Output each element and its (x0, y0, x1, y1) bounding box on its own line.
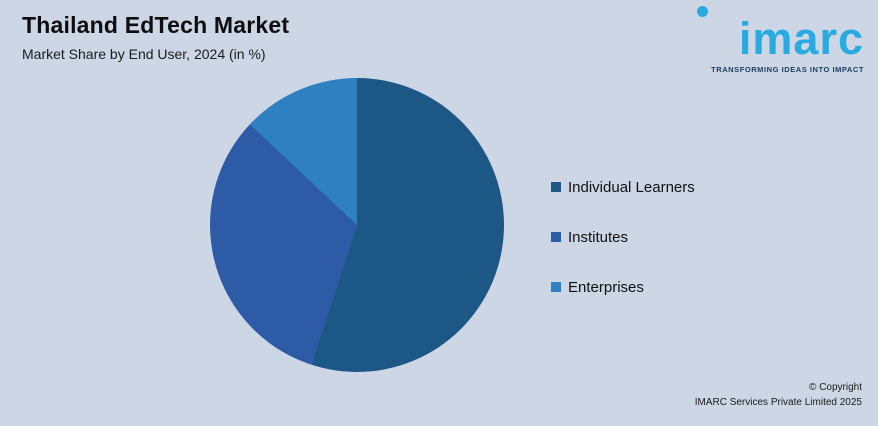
header: Thailand EdTech Market Market Share by E… (22, 12, 289, 62)
copyright-line1: © Copyright (809, 382, 862, 393)
legend: Individual Learners Institutes Enterpris… (551, 178, 695, 328)
page-title: Thailand EdTech Market (22, 12, 290, 38)
legend-item-individual-learners: Individual Learners (551, 178, 695, 196)
legend-label: Individual Learners (568, 178, 695, 196)
legend-item-enterprises: Enterprises (551, 278, 695, 296)
imarc-logo: imarc TRANSFORMING IDEAS INTO IMPACT (689, 6, 864, 74)
logo-brand-text: imarc (738, 13, 864, 64)
chart-subtitle: Market Share by End User, 2024 (in %) (22, 46, 266, 62)
logo-tagline: TRANSFORMING IDEAS INTO IMPACT (711, 64, 864, 74)
legend-label: Enterprises (568, 278, 644, 296)
pie-chart (210, 78, 504, 372)
legend-item-institutes: Institutes (551, 228, 695, 246)
copyright-line2: IMARC Services Private Limited 2025 (694, 396, 862, 408)
legend-label: Institutes (568, 228, 629, 246)
legend-marker-icon (551, 182, 561, 192)
legend-marker-icon (551, 232, 561, 242)
copyright: © Copyright IMARC Services Private Limit… (695, 381, 862, 410)
logo-dot-icon (697, 6, 708, 17)
legend-marker-icon (551, 282, 561, 292)
